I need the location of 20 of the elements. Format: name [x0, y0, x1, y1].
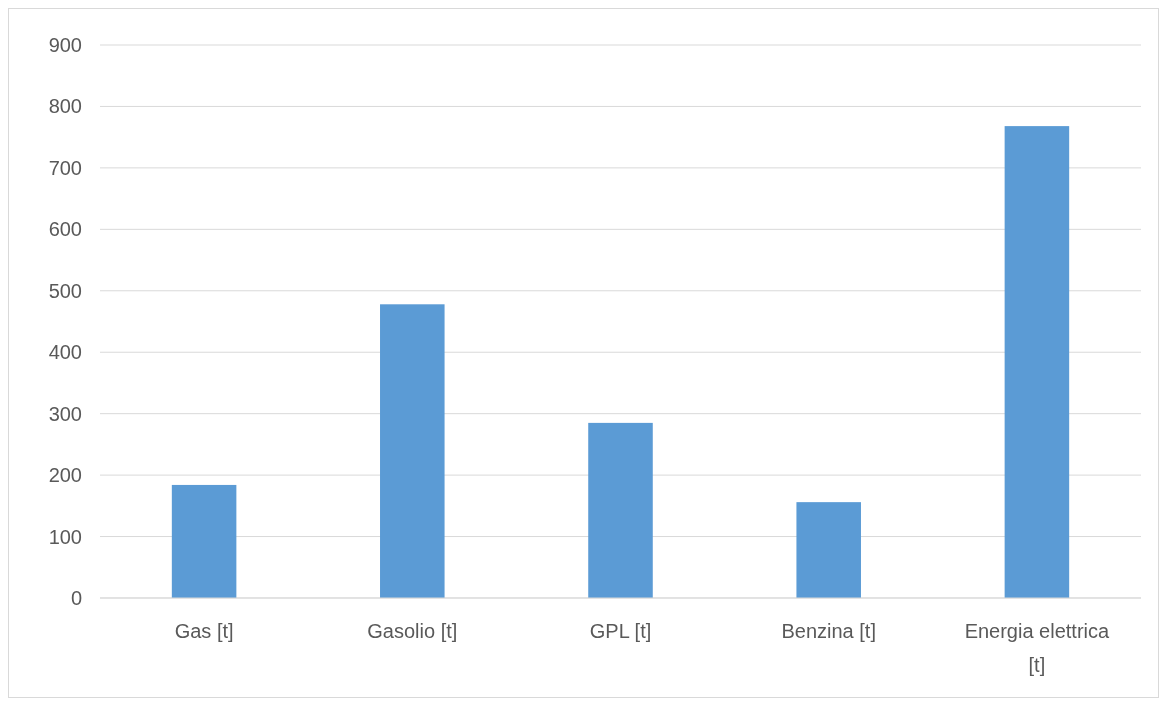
- y-tick-label: 400: [48, 341, 82, 364]
- x-tick-label: Gasolio [t]: [367, 620, 458, 642]
- y-tick-label: 0: [70, 587, 82, 609]
- y-tick-label: 500: [48, 279, 82, 302]
- y-tick-label: 700: [48, 156, 82, 179]
- y-tick-label: 300: [48, 402, 82, 425]
- y-tick-label: 100: [48, 525, 82, 548]
- bar: [588, 422, 653, 598]
- x-tick-label: Energia elettrica [t]: [964, 620, 1111, 676]
- bar: [171, 484, 237, 598]
- x-tick-label: GPL [t]: [589, 620, 652, 642]
- x-tick-label: Gas [t]: [174, 620, 234, 642]
- bar: [796, 502, 861, 598]
- y-tick-label: 900: [48, 34, 82, 56]
- bar: [380, 304, 445, 598]
- y-tick-label: 800: [48, 95, 82, 118]
- y-tick-label: 600: [48, 218, 82, 241]
- bar: [1004, 126, 1070, 598]
- x-tick-label: Benzina [t]: [781, 620, 876, 642]
- y-tick-label: 200: [48, 464, 82, 487]
